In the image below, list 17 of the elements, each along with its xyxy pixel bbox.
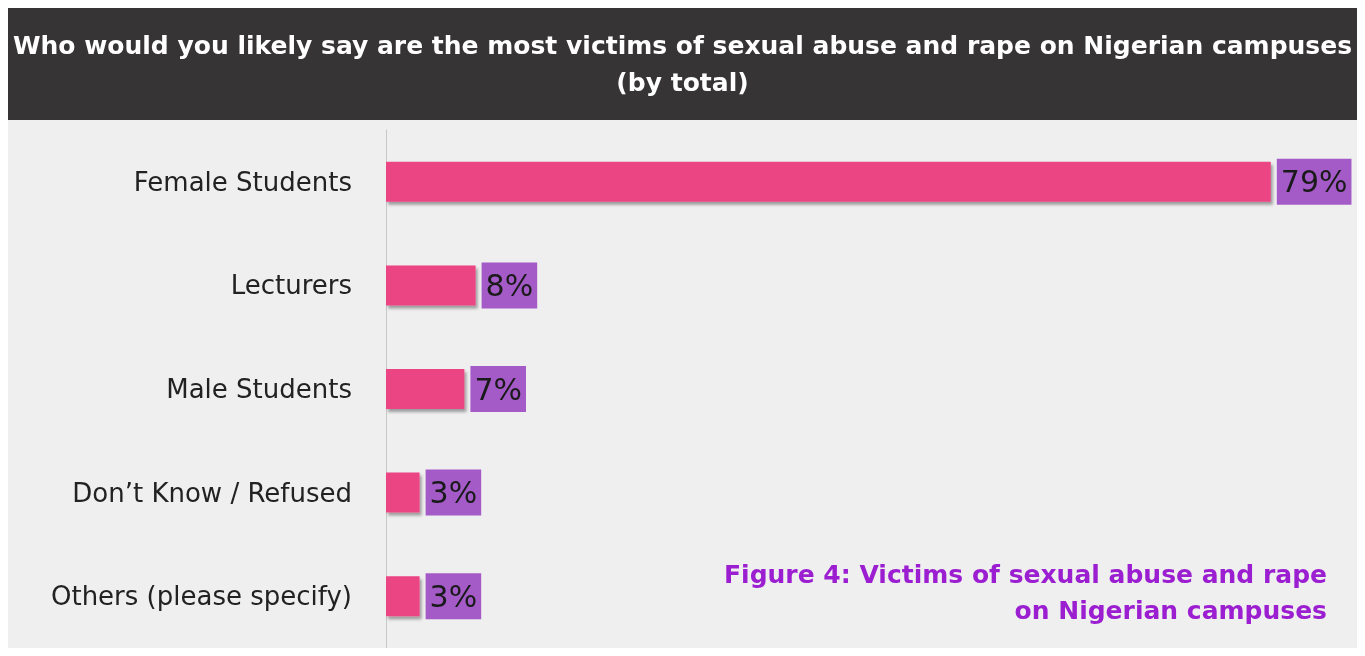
y-tick-label: Don’t Know / Refused [72, 477, 352, 508]
y-tick-label: Male Students [166, 374, 352, 404]
chart-title: Who would you likely say are the most victims of sexual abuse and rape on Nigerian campuses (by total) [8, 8, 1357, 120]
data-label: 3% [429, 578, 478, 614]
data-label: 8% [485, 267, 534, 303]
annotation: Figure 4: Victims of sexual abuse and rape on Nigerian campuses [724, 559, 1327, 625]
bar [386, 472, 420, 513]
y-tick-label: Others (please specify) [50, 581, 352, 612]
bar [386, 576, 420, 617]
bar [386, 369, 465, 409]
data-label: 3% [429, 475, 478, 511]
bar [386, 161, 1271, 202]
bar [386, 265, 476, 306]
y-tick-label: Female Students [133, 166, 352, 197]
data-label: 79% [1280, 164, 1348, 200]
data-label: 7% [474, 371, 522, 407]
y-tick-label: Lecturers [230, 270, 352, 301]
